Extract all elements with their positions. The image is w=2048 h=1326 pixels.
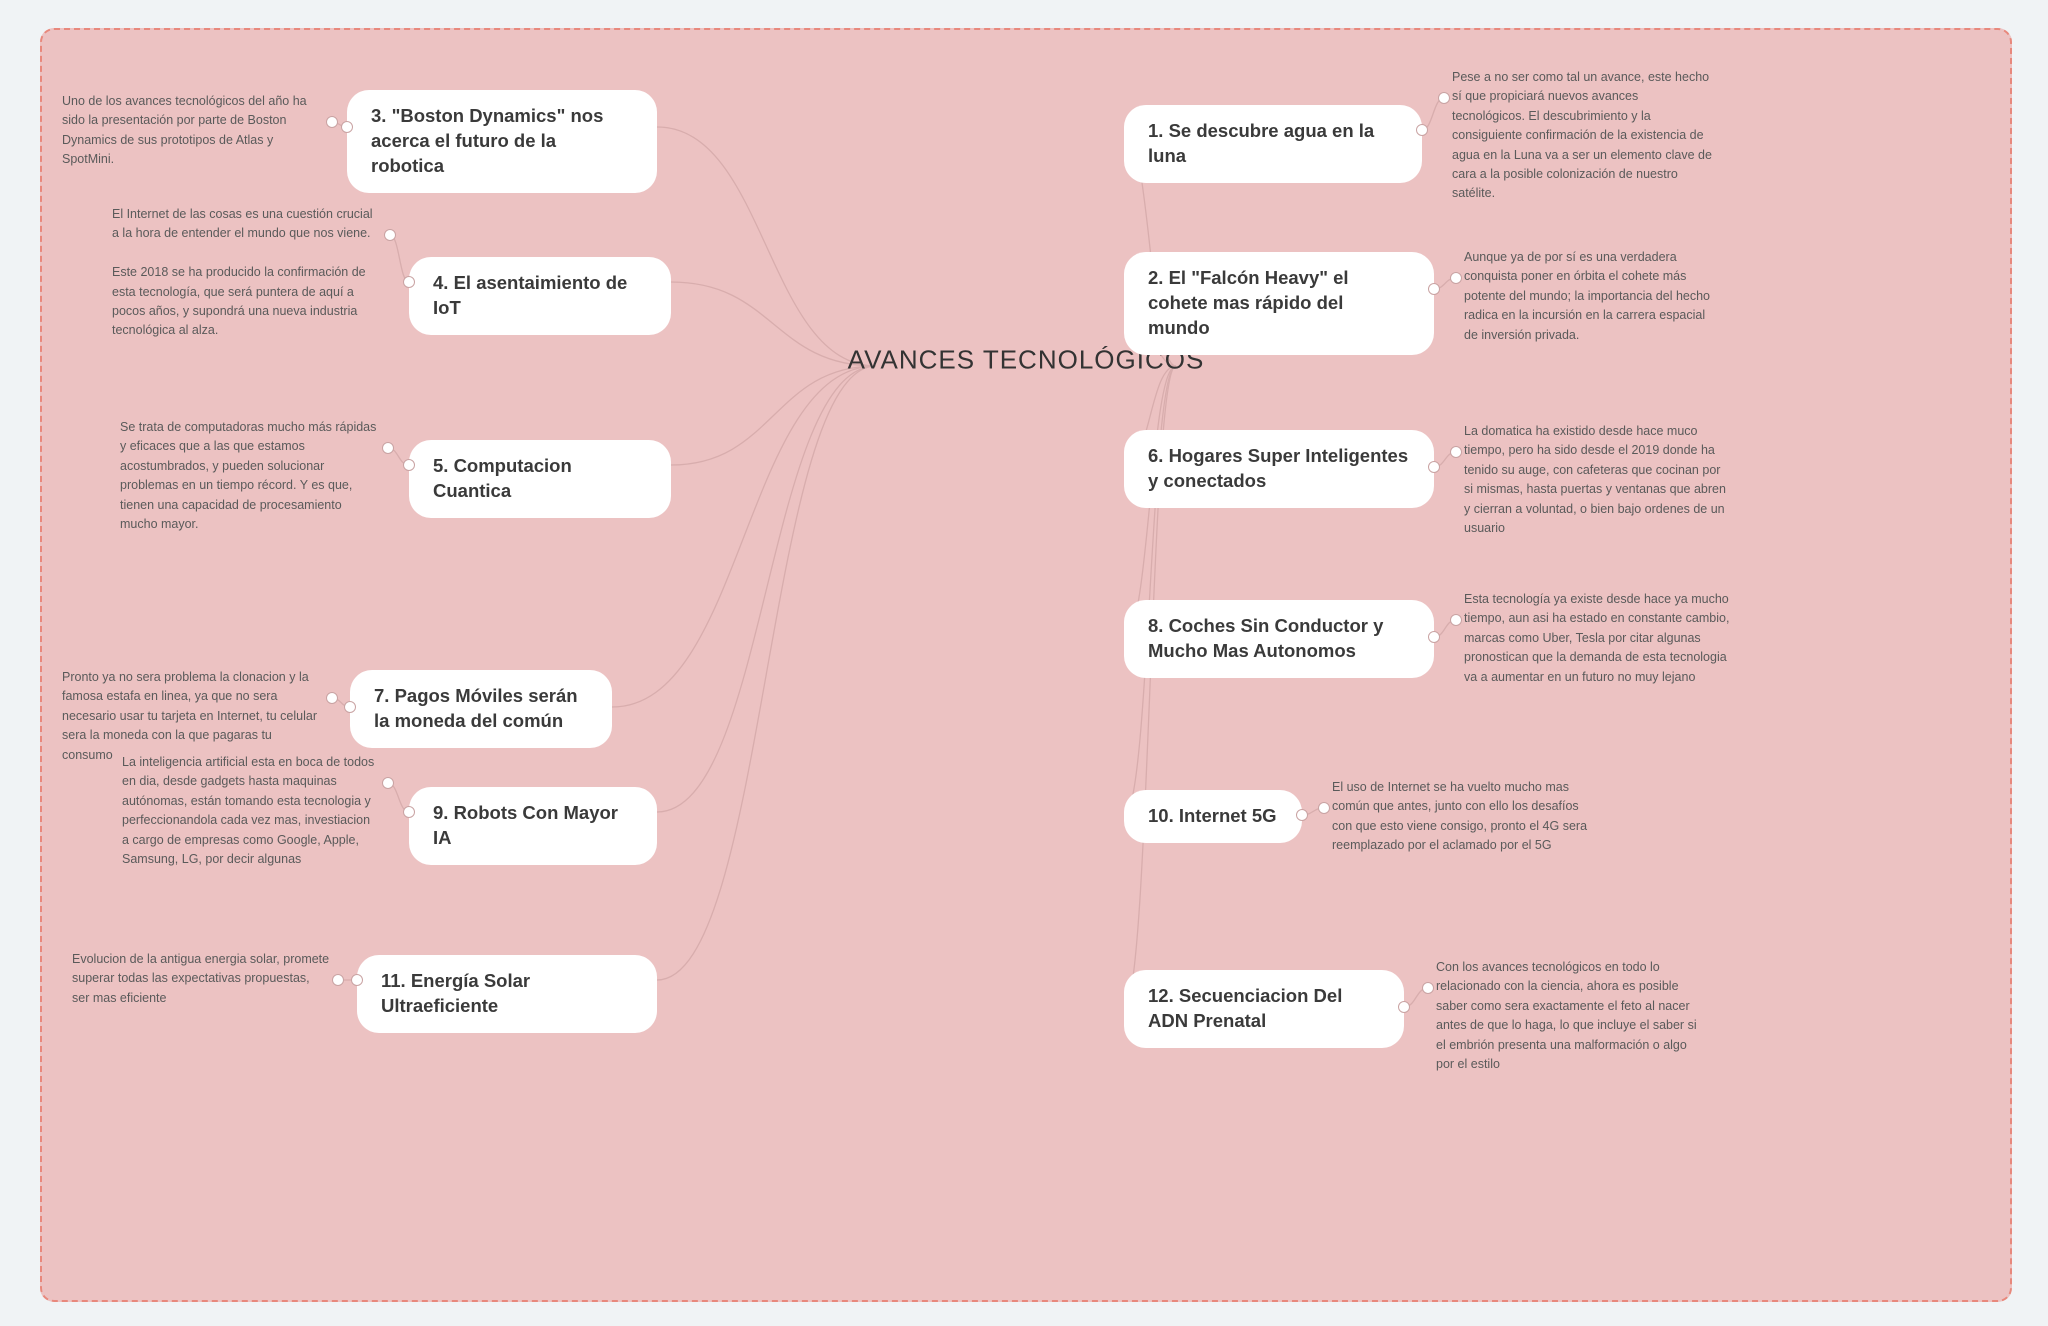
topic-description: El Internet de las cosas es una cuestión… (112, 205, 382, 341)
topic-node[interactable]: 7. Pagos Móviles serán la moneda del com… (350, 670, 612, 748)
connector-dot (326, 116, 338, 128)
topic-description: El uso de Internet se ha vuelto mucho ma… (1332, 778, 1594, 856)
mindmap-board: AVANCES TECNOLÓGICOS 3. "Boston Dynamics… (40, 28, 2012, 1302)
connector-dot (382, 442, 394, 454)
topic-node[interactable]: 12. Secuenciacion Del ADN Prenatal (1124, 970, 1404, 1048)
topic-description: Aunque ya de por sí es una verdadera con… (1464, 248, 1722, 345)
connector-dot (351, 974, 363, 986)
topic-description: Esta tecnología ya existe desde hace ya … (1464, 590, 1732, 687)
connector-dot (384, 229, 396, 241)
topic-node[interactable]: 1. Se descubre agua en la luna (1124, 105, 1422, 183)
topic-description: Con los avances tecnológicos en todo lo … (1436, 958, 1704, 1074)
topic-node[interactable]: 3. "Boston Dynamics" nos acerca el futur… (347, 90, 657, 193)
connector-dot (1422, 982, 1434, 994)
connector-dot (326, 692, 338, 704)
topic-node[interactable]: 5. Computacion Cuantica (409, 440, 671, 518)
topic-description: Pronto ya no sera problema la clonacion … (62, 668, 324, 765)
topic-description: Pese a no ser como tal un avance, este h… (1452, 68, 1714, 204)
connector-dot (1318, 802, 1330, 814)
topic-description: La domatica ha existido desde hace muco … (1464, 422, 1729, 538)
connector-dot (382, 777, 394, 789)
topic-node[interactable]: 10. Internet 5G (1124, 790, 1302, 843)
connector-dot (1416, 124, 1428, 136)
connector-dot (332, 974, 344, 986)
connector-dot (1428, 461, 1440, 473)
connector-dot (403, 459, 415, 471)
topic-node[interactable]: 9. Robots Con Mayor IA (409, 787, 657, 865)
connector-dot (1398, 1001, 1410, 1013)
connector-dot (341, 121, 353, 133)
connector-dot (1438, 92, 1450, 104)
connector-dot (1450, 446, 1462, 458)
connector-dot (403, 276, 415, 288)
connector-dot (1428, 283, 1440, 295)
topic-description: Se trata de computadoras mucho más rápid… (120, 418, 380, 534)
connector-dot (1450, 614, 1462, 626)
connector-dot (344, 701, 356, 713)
topic-node[interactable]: 2. El "Falcón Heavy" el cohete mas rápid… (1124, 252, 1434, 355)
connector-dot (403, 806, 415, 818)
topic-node[interactable]: 11. Energía Solar Ultraeficiente (357, 955, 657, 1033)
topic-node[interactable]: 6. Hogares Super Inteligentes y conectad… (1124, 430, 1434, 508)
connector-dot (1450, 272, 1462, 284)
topic-description: La inteligencia artificial esta en boca … (122, 753, 380, 869)
connector-dot (1296, 809, 1308, 821)
topic-description: Uno de los avances tecnológicos del año … (62, 92, 324, 170)
topic-node[interactable]: 4. El asentaimiento de IoT (409, 257, 671, 335)
topic-description: Evolucion de la antigua energia solar, p… (72, 950, 330, 1008)
topic-node[interactable]: 8. Coches Sin Conductor y Mucho Mas Auto… (1124, 600, 1434, 678)
connector-dot (1428, 631, 1440, 643)
